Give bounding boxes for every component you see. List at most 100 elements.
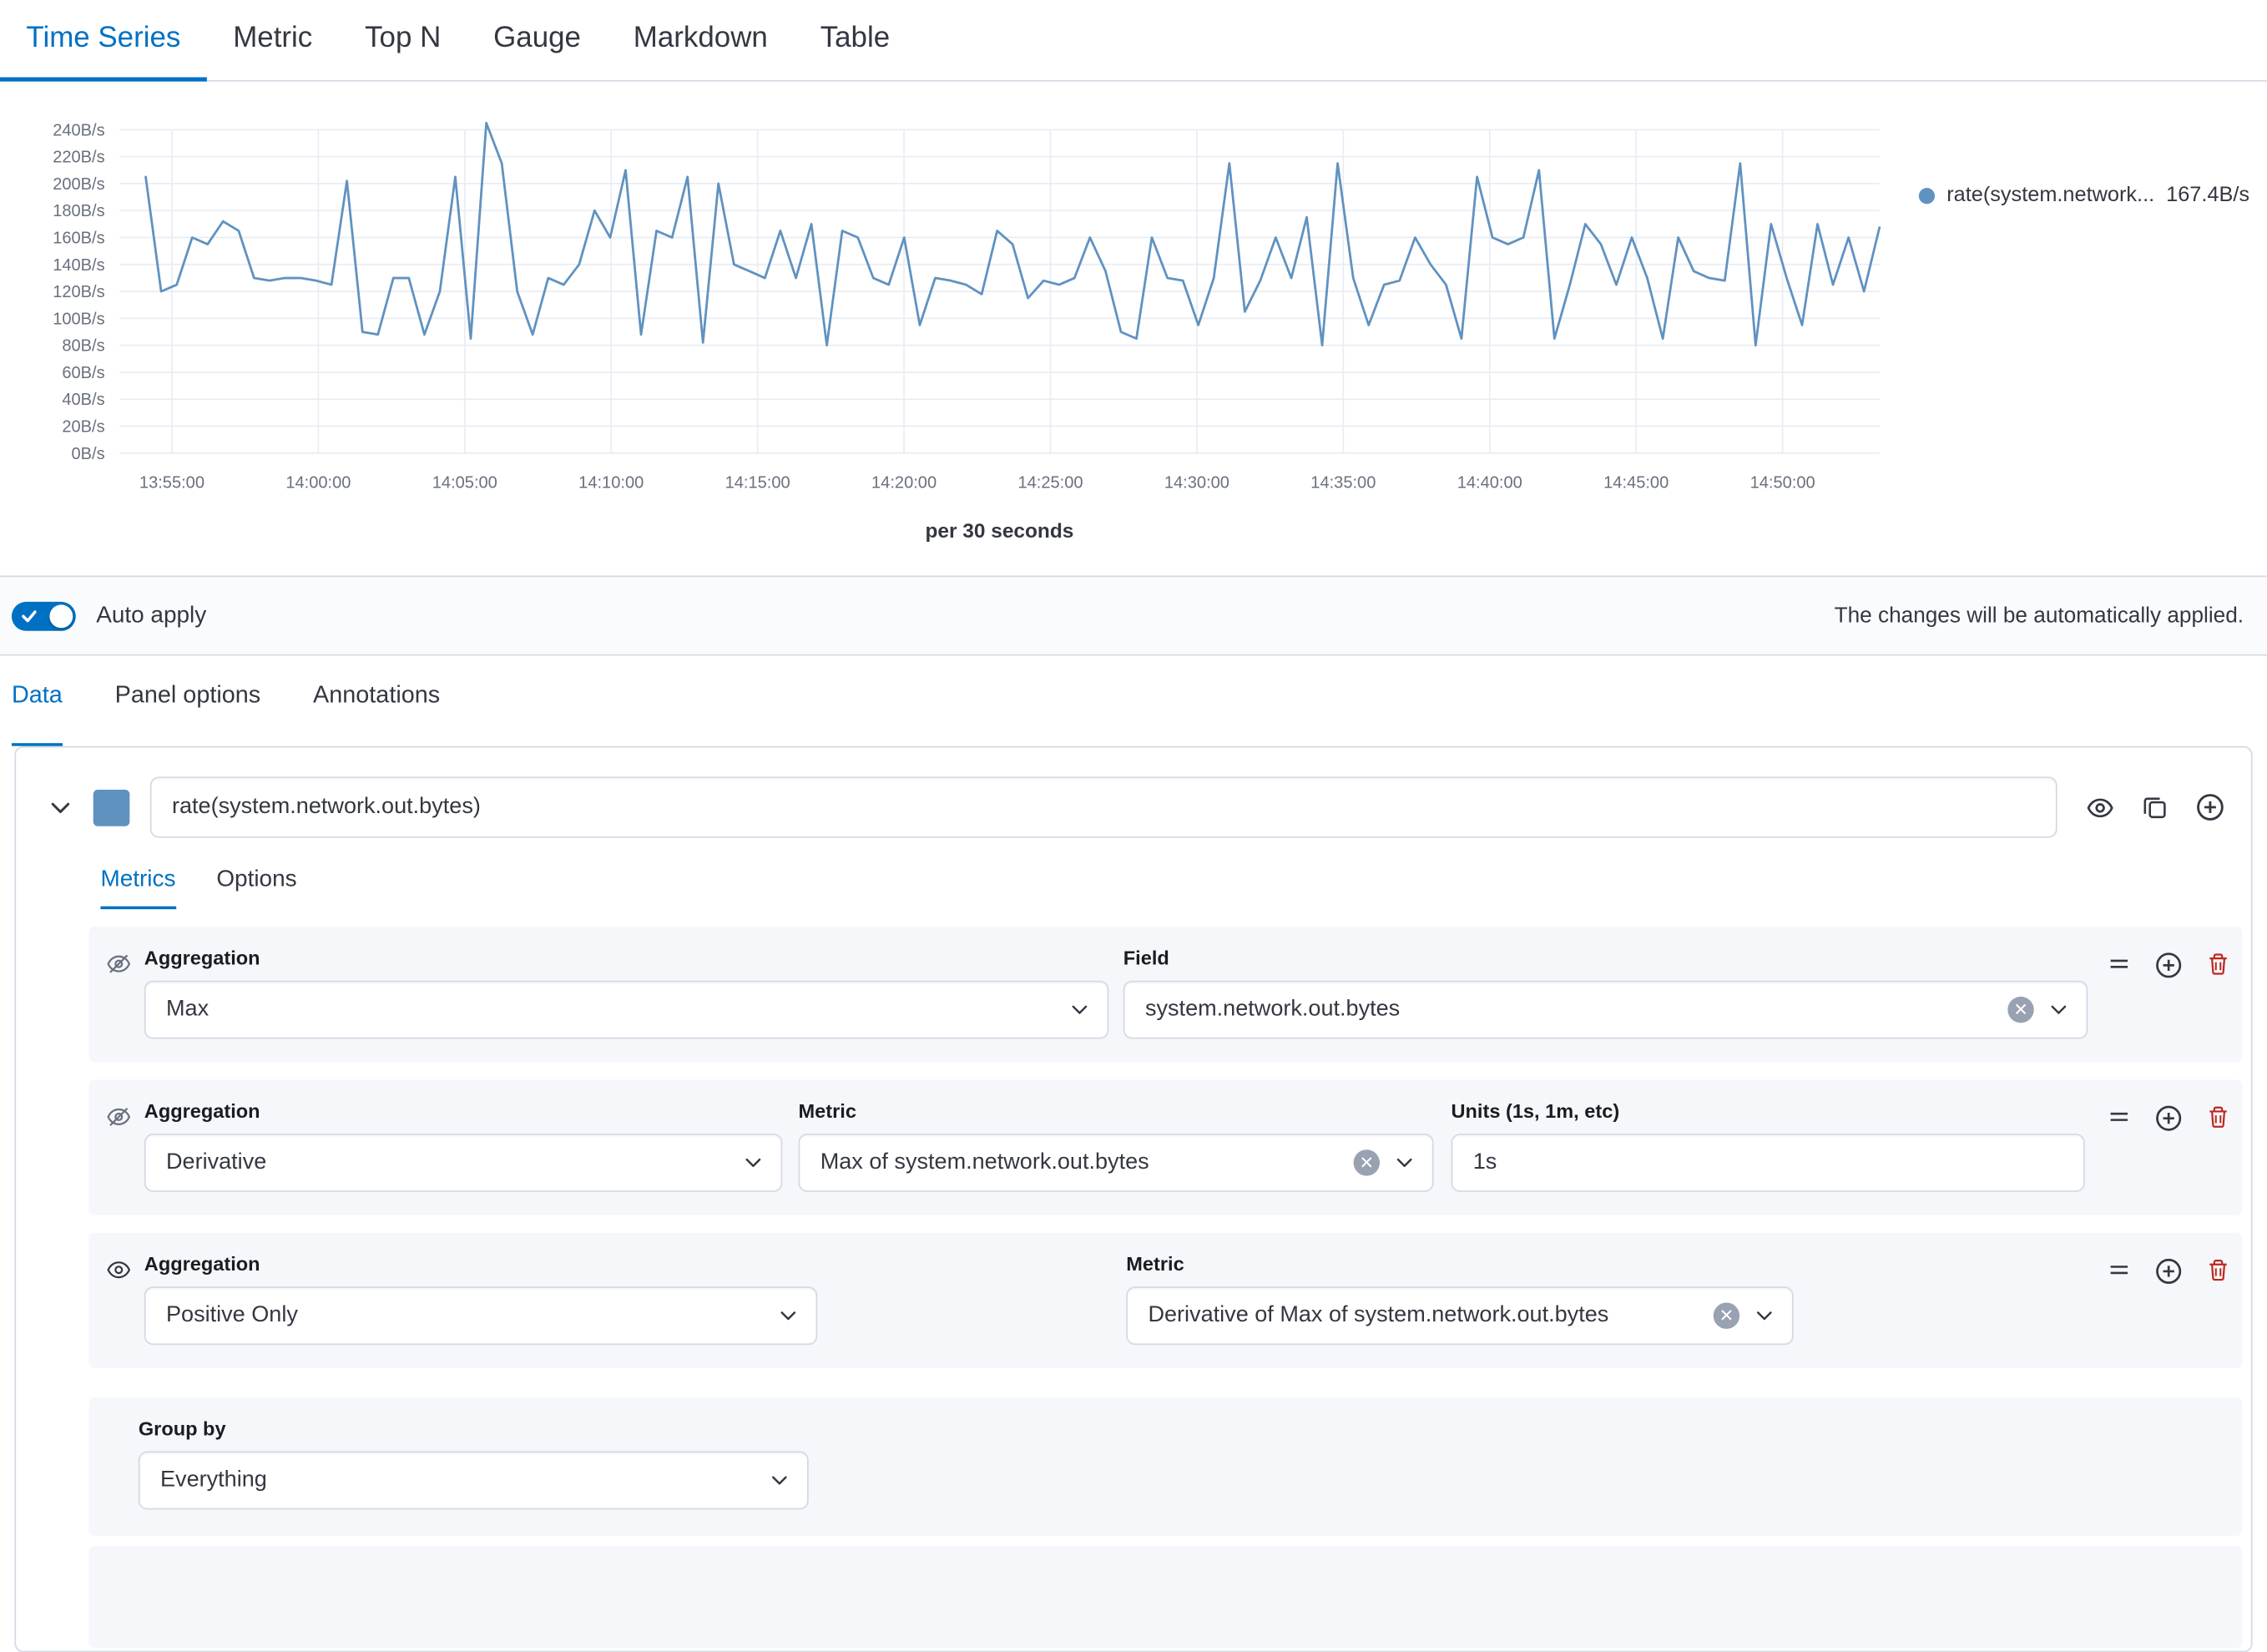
collapse-series-button[interactable] xyxy=(48,795,73,820)
timeseries-chart-section: 0B/s 20B/s 40B/s 60B/s 80B/s 100B/s 120B/s 140B… xyxy=(0,81,2267,576)
svg-text:100B/s: 100B/s xyxy=(53,310,104,328)
metric-label: Metric xyxy=(1126,1253,1184,1276)
series-config-tabs: Metrics Options xyxy=(100,867,2250,910)
chevron-down-icon xyxy=(1072,1005,1088,1014)
group-by-select[interactable]: Everything xyxy=(138,1451,809,1510)
tab-panel-options[interactable]: Panel options xyxy=(114,681,261,709)
clear-selection-icon[interactable]: ✕ xyxy=(2007,996,2034,1023)
drag-metric-handle[interactable] xyxy=(2107,952,2132,977)
plus-circle-icon xyxy=(2156,952,2182,978)
add-metric-button[interactable] xyxy=(2155,1257,2183,1285)
svg-text:240B/s: 240B/s xyxy=(53,121,104,139)
svg-text:14:30:00: 14:30:00 xyxy=(1164,474,1229,493)
svg-text:200B/s: 200B/s xyxy=(53,175,104,194)
svg-text:140B/s: 140B/s xyxy=(53,256,104,275)
auto-apply-toggle[interactable] xyxy=(11,601,76,630)
editor-tabs: Data Panel options Annotations xyxy=(0,655,2267,746)
tab-top-n[interactable]: Top N xyxy=(365,22,442,54)
svg-text:14:10:00: 14:10:00 xyxy=(578,474,644,493)
delete-metric-button[interactable] xyxy=(2206,952,2231,977)
delete-metric-button[interactable] xyxy=(2206,1257,2231,1282)
plus-circle-icon xyxy=(2197,794,2224,821)
svg-text:20B/s: 20B/s xyxy=(62,418,104,437)
aggregation-row-1: Aggregation Max Field system.network.out… xyxy=(88,927,2243,1063)
series-panel: Metrics Options Aggregation Max Field xyxy=(14,745,2253,1652)
tab-metrics[interactable]: Metrics xyxy=(100,867,176,910)
timeseries-chart[interactable]: 0B/s 20B/s 40B/s 60B/s 80B/s 100B/s 120B/s 140B… xyxy=(0,114,1909,507)
field-label: Field xyxy=(1123,947,1169,969)
eye-slash-icon xyxy=(107,954,131,973)
series-header xyxy=(16,747,2251,838)
eye-slash-icon xyxy=(107,1107,131,1126)
metric-label: Metric xyxy=(798,1099,856,1123)
drag-handle-icon xyxy=(2110,1266,2128,1275)
metric-combobox[interactable]: Max of system.network.out.bytes ✕ xyxy=(798,1133,1434,1192)
auto-apply-label: Auto apply xyxy=(96,602,207,628)
series-color-swatch[interactable] xyxy=(93,789,130,826)
trash-icon xyxy=(2209,953,2227,975)
group-by-row: Group by Everything xyxy=(88,1397,2243,1536)
tab-table[interactable]: Table xyxy=(820,22,891,54)
chevron-down-icon xyxy=(771,1476,787,1485)
aggregation-select[interactable]: Max xyxy=(144,980,1109,1039)
plus-circle-icon xyxy=(2156,1258,2182,1284)
clear-selection-icon[interactable]: ✕ xyxy=(1713,1302,1740,1329)
series-label-input[interactable] xyxy=(149,776,2057,838)
eye-icon xyxy=(2087,797,2113,817)
drag-metric-handle[interactable] xyxy=(2107,1257,2132,1282)
svg-text:60B/s: 60B/s xyxy=(62,364,104,382)
chevron-down-icon xyxy=(2051,1005,2067,1014)
svg-text:40B/s: 40B/s xyxy=(62,391,104,409)
tab-time-series[interactable]: Time Series xyxy=(0,0,207,82)
tab-metric[interactable]: Metric xyxy=(233,22,313,54)
eye-icon xyxy=(107,1261,131,1279)
chart-interval-label: per 30 seconds xyxy=(925,518,1074,543)
field-combobox[interactable]: system.network.out.bytes ✕ xyxy=(1123,980,2088,1039)
svg-text:80B/s: 80B/s xyxy=(62,337,104,356)
copy-icon xyxy=(2143,797,2166,819)
tab-markdown[interactable]: Markdown xyxy=(633,22,768,54)
drag-metric-handle[interactable] xyxy=(2107,1104,2132,1129)
chevron-down-icon xyxy=(780,1311,796,1321)
legend-series-dot xyxy=(1919,187,1936,204)
toggle-series-visibility-button[interactable] xyxy=(2087,793,2114,821)
aggregation-label: Aggregation xyxy=(144,1253,260,1276)
chevron-down-icon xyxy=(1396,1158,1412,1167)
svg-text:180B/s: 180B/s xyxy=(53,202,104,220)
aggregation-row-3: Aggregation Positive Only Metric Derivat… xyxy=(88,1232,2243,1369)
aggregation-select[interactable]: Positive Only xyxy=(144,1286,818,1346)
delete-metric-button[interactable] xyxy=(2206,1104,2231,1129)
tab-data[interactable]: Data xyxy=(11,682,63,746)
svg-text:14:20:00: 14:20:00 xyxy=(871,474,937,493)
svg-text:14:50:00: 14:50:00 xyxy=(1750,474,1815,493)
chevron-down-icon xyxy=(745,1158,761,1167)
tab-options[interactable]: Options xyxy=(216,866,297,892)
svg-text:220B/s: 220B/s xyxy=(53,149,104,167)
metric-combobox[interactable]: Derivative of Max of system.network.out.… xyxy=(1126,1286,1794,1346)
chevron-down-icon xyxy=(1756,1311,1772,1321)
chart-legend[interactable]: rate(system.network... 167.4B/s xyxy=(1919,184,2249,207)
add-series-button[interactable] xyxy=(2195,793,2224,822)
svg-text:0B/s: 0B/s xyxy=(72,445,105,463)
aggregation-select[interactable]: Derivative xyxy=(144,1133,783,1192)
drag-handle-icon xyxy=(2110,1112,2128,1121)
add-metric-button[interactable] xyxy=(2155,1104,2183,1132)
chevron-down-icon xyxy=(51,801,70,813)
svg-text:14:15:00: 14:15:00 xyxy=(725,474,790,493)
group-by-label: Group by xyxy=(138,1417,226,1440)
svg-text:14:25:00: 14:25:00 xyxy=(1017,474,1083,493)
units-input[interactable] xyxy=(1451,1133,2085,1192)
tab-annotations[interactable]: Annotations xyxy=(313,681,441,709)
drag-handle-icon xyxy=(2110,959,2128,968)
legend-series-value: 167.4B/s xyxy=(2166,183,2250,207)
toggle-knob xyxy=(49,604,73,628)
add-metric-button[interactable] xyxy=(2155,952,2183,979)
svg-text:13:55:00: 13:55:00 xyxy=(139,474,204,493)
plus-circle-icon xyxy=(2156,1105,2182,1131)
tab-gauge[interactable]: Gauge xyxy=(493,22,581,54)
aggregation-label: Aggregation xyxy=(144,1099,260,1123)
visualization-type-tabs: Time Series Metric Top N Gauge Markdown … xyxy=(0,0,2267,82)
clone-series-button[interactable] xyxy=(2142,794,2168,820)
clear-selection-icon[interactable]: ✕ xyxy=(1353,1149,1380,1176)
trash-icon xyxy=(2209,1259,2227,1281)
